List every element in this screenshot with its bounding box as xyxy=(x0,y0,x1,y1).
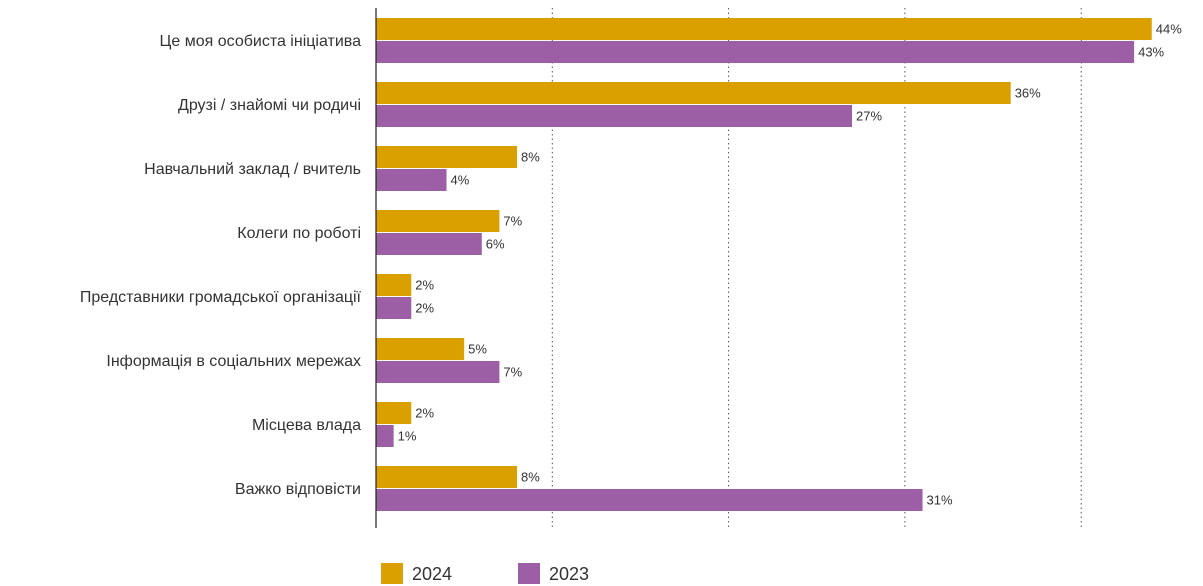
category-label: Важко відповісти xyxy=(235,481,361,498)
legend-label: 2024 xyxy=(412,564,452,584)
legend-label: 2023 xyxy=(549,564,589,584)
category-label: Це моя особиста ініціатива xyxy=(160,33,362,50)
bar xyxy=(376,402,412,424)
category-label: Друзі / знайомі чи родичі xyxy=(178,97,361,114)
value-label: 7% xyxy=(503,364,522,379)
category-label: Колеги по роботі xyxy=(237,225,361,242)
bar xyxy=(376,489,923,511)
category-label: Місцева влада xyxy=(252,417,361,434)
value-label: 36% xyxy=(1015,85,1041,100)
value-label: 8% xyxy=(521,149,540,164)
bar xyxy=(376,146,518,168)
value-label: 43% xyxy=(1138,44,1164,59)
bar xyxy=(376,169,447,191)
value-label: 2% xyxy=(415,405,434,420)
legend-swatch xyxy=(518,563,540,584)
category-label: Представники громадської організації xyxy=(80,289,362,306)
value-label: 27% xyxy=(856,108,882,123)
value-label: 6% xyxy=(486,236,505,251)
value-label: 44% xyxy=(1156,21,1182,36)
value-label: 8% xyxy=(521,469,540,484)
legend-swatch xyxy=(381,563,403,584)
bar xyxy=(376,338,465,360)
value-label: 2% xyxy=(415,277,434,292)
value-label: 5% xyxy=(468,341,487,356)
bar xyxy=(376,82,1011,104)
bar xyxy=(376,105,853,127)
value-label: 2% xyxy=(415,300,434,315)
value-label: 4% xyxy=(451,172,470,187)
bar xyxy=(376,233,482,255)
bar xyxy=(376,361,500,383)
bar xyxy=(376,274,412,296)
bar xyxy=(376,466,518,488)
bar xyxy=(376,210,500,232)
bar xyxy=(376,41,1135,63)
bar xyxy=(376,425,394,447)
value-label: 7% xyxy=(503,213,522,228)
value-label: 1% xyxy=(398,428,417,443)
bar xyxy=(376,297,412,319)
category-label: Інформація в соціальних мережах xyxy=(106,353,361,370)
bar xyxy=(376,18,1152,40)
value-label: 31% xyxy=(927,492,953,507)
category-label: Навчальний заклад / вчитель xyxy=(144,161,361,178)
